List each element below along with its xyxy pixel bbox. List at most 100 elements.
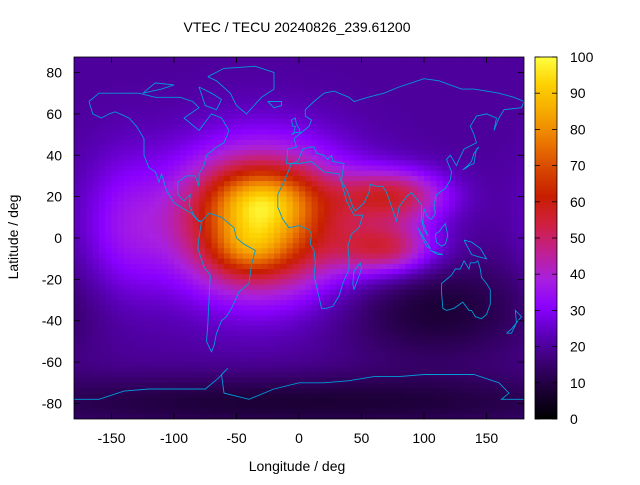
heatmap-cell: [499, 320, 506, 327]
heatmap-cell: [174, 113, 181, 120]
heatmap-cell: [292, 62, 300, 68]
heatmap-cell: [136, 175, 144, 182]
heatmap-cell: [286, 175, 294, 182]
heatmap-cell: [255, 88, 263, 94]
heatmap-cell: [99, 113, 106, 120]
heatmap-cell: [280, 232, 288, 239]
heatmap-cell: [149, 284, 156, 291]
heatmap-cell: [86, 413, 94, 419]
heatmap-cell: [199, 186, 206, 193]
heatmap-cell: [142, 258, 150, 265]
heatmap-cell: [511, 113, 519, 120]
heatmap-cell: [499, 134, 506, 141]
heatmap-cell: [242, 403, 250, 410]
heatmap-cell: [349, 284, 356, 291]
heatmap-cell: [324, 310, 331, 317]
heatmap-cell: [317, 377, 325, 384]
heatmap-cell: [92, 284, 100, 291]
heatmap-cell: [230, 310, 238, 317]
heatmap-cell: [386, 315, 394, 322]
heatmap-cell: [167, 274, 175, 280]
heatmap-cell: [486, 124, 494, 130]
heatmap-cell: [299, 191, 306, 198]
heatmap-cell: [505, 98, 513, 105]
heatmap-cell: [199, 413, 206, 419]
heatmap-cell: [280, 258, 288, 265]
heatmap-cell: [392, 377, 400, 384]
heatmap-cell: [174, 150, 181, 156]
heatmap-cell: [311, 129, 319, 136]
heatmap-cell: [430, 346, 438, 353]
heatmap-cell: [367, 88, 375, 94]
heatmap-cell: [480, 367, 488, 374]
heatmap-cell: [267, 274, 275, 280]
heatmap-cell: [186, 139, 194, 146]
heatmap-cell: [330, 160, 338, 167]
heatmap-cell: [411, 300, 419, 306]
heatmap-cell: [405, 175, 413, 182]
heatmap-cell: [386, 119, 394, 125]
heatmap-cell: [211, 393, 219, 399]
heatmap-cell: [186, 315, 194, 322]
heatmap-cell: [205, 129, 213, 136]
heatmap-cell: [405, 57, 413, 63]
heatmap-cell: [486, 377, 494, 384]
heatmap-cell: [142, 279, 150, 286]
heatmap-cell: [442, 186, 450, 193]
heatmap-cell: [155, 181, 163, 187]
heatmap-cell: [130, 294, 138, 301]
heatmap-cell: [399, 113, 406, 120]
heatmap-cell: [224, 372, 231, 379]
heatmap-cell: [517, 346, 524, 353]
heatmap-cell: [405, 403, 413, 410]
heatmap-cell: [136, 294, 144, 301]
heatmap-cell: [292, 408, 300, 415]
heatmap-cell: [499, 279, 506, 286]
heatmap-cell: [467, 206, 475, 213]
heatmap-cell: [480, 284, 488, 291]
heatmap-cell: [99, 372, 106, 379]
heatmap-cell: [74, 393, 81, 399]
heatmap-cell: [136, 238, 144, 244]
heatmap-cell: [255, 377, 263, 384]
heatmap-cell: [192, 77, 200, 84]
heatmap-cell: [155, 217, 163, 224]
heatmap-cell: [349, 408, 356, 415]
heatmap-cell: [486, 248, 494, 255]
heatmap-cell: [461, 119, 469, 125]
heatmap-cell: [430, 269, 438, 275]
heatmap-cell: [111, 77, 119, 84]
heatmap-cell: [380, 403, 388, 410]
heatmap-cell: [317, 269, 325, 275]
heatmap-cell: [349, 165, 356, 172]
heatmap-cell: [355, 77, 363, 84]
heatmap-cell: [430, 191, 438, 198]
heatmap-cell: [261, 269, 269, 275]
heatmap-cell: [311, 248, 319, 255]
heatmap-cell: [461, 206, 469, 213]
heatmap-cell: [342, 382, 350, 389]
heatmap-cell: [280, 263, 288, 270]
heatmap-cell: [461, 382, 469, 389]
heatmap-cell: [99, 124, 106, 130]
heatmap-cell: [161, 331, 169, 337]
heatmap-cell: [274, 144, 281, 151]
heatmap-cell: [505, 227, 513, 234]
heatmap-cell: [374, 134, 381, 141]
heatmap-cell: [86, 325, 94, 332]
heatmap-cell: [299, 356, 306, 363]
heatmap-cell: [442, 77, 450, 84]
heatmap-cell: [192, 119, 200, 125]
heatmap-cell: [255, 181, 263, 187]
heatmap-cell: [411, 170, 419, 177]
heatmap-cell: [74, 310, 81, 317]
heatmap-cell: [392, 206, 400, 213]
heatmap-cell: [117, 82, 125, 89]
heatmap-cell: [224, 227, 231, 234]
heatmap-cell: [330, 57, 338, 63]
heatmap-cell: [486, 113, 494, 120]
heatmap-cell: [111, 82, 119, 89]
heatmap-cell: [486, 93, 494, 99]
heatmap-cell: [349, 113, 356, 120]
heatmap-cell: [330, 72, 338, 79]
